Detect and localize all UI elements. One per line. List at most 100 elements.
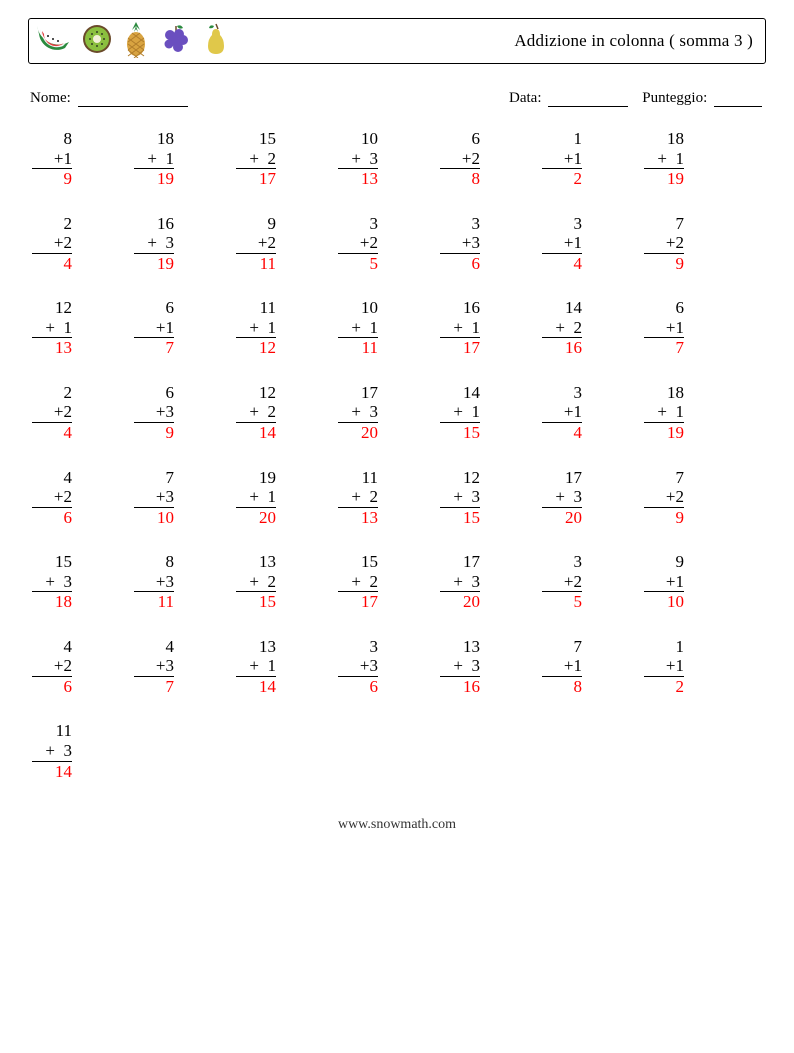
problem-addend: + 1 — [440, 402, 480, 423]
problem-addend: +3 — [134, 402, 174, 423]
problem-top: 9 — [236, 214, 276, 234]
problem-top: 4 — [32, 637, 72, 657]
problem-top: 17 — [440, 552, 480, 572]
problem-top: 3 — [542, 214, 582, 234]
problem-answer: 6 — [440, 254, 480, 274]
problem-answer: 20 — [542, 508, 582, 528]
problem-row: 4+267+31019+ 12011+ 21312+ 31517+ 3207+2… — [32, 468, 762, 528]
addition-problem: 6+17 — [134, 298, 174, 358]
problem-top: 13 — [236, 552, 276, 572]
problem-addend: +2 — [542, 572, 582, 593]
problem-answer: 10 — [134, 508, 174, 528]
score-field: Punteggio: — [642, 90, 762, 107]
problem-answer: 9 — [134, 423, 174, 443]
addition-problem: 11+ 314 — [32, 721, 72, 781]
problem-addend: + 2 — [338, 572, 378, 593]
problem-addend: +1 — [644, 318, 684, 339]
problem-top: 18 — [644, 383, 684, 403]
addition-problem: 11+ 112 — [236, 298, 276, 358]
addition-problem: 6+39 — [134, 383, 174, 443]
problem-addend: +2 — [32, 656, 72, 677]
problem-answer: 7 — [134, 677, 174, 697]
date-field: Data: — [509, 90, 628, 107]
problem-top: 14 — [440, 383, 480, 403]
problem-addend: + 1 — [440, 318, 480, 339]
addition-problem: 2+24 — [32, 383, 72, 443]
problem-top: 3 — [338, 214, 378, 234]
problem-answer: 19 — [644, 169, 684, 189]
problem-answer: 17 — [236, 169, 276, 189]
problem-answer: 17 — [440, 338, 480, 358]
addition-problem: 19+ 120 — [236, 468, 276, 528]
addition-problem: 13+ 114 — [236, 637, 276, 697]
problem-answer: 18 — [32, 592, 72, 612]
problem-addend: +1 — [32, 149, 72, 170]
addition-problem: 1+12 — [644, 637, 684, 697]
problem-top: 10 — [338, 298, 378, 318]
problem-top: 17 — [338, 383, 378, 403]
problem-top: 2 — [32, 214, 72, 234]
problem-addend: + 1 — [236, 656, 276, 677]
problem-addend: + 3 — [542, 487, 582, 508]
problem-addend: +2 — [338, 233, 378, 254]
addition-problem: 8+19 — [32, 129, 72, 189]
problem-answer: 9 — [644, 254, 684, 274]
addition-problem: 6+17 — [644, 298, 684, 358]
name-blank[interactable] — [78, 93, 188, 107]
problem-answer: 4 — [542, 254, 582, 274]
problem-answer: 19 — [644, 423, 684, 443]
problem-top: 18 — [134, 129, 174, 149]
problem-answer: 15 — [236, 592, 276, 612]
addition-problem: 12+ 113 — [32, 298, 72, 358]
name-field: Nome: — [30, 90, 188, 107]
problem-answer: 6 — [32, 508, 72, 528]
addition-problem: 3+14 — [542, 383, 582, 443]
problem-top: 15 — [32, 552, 72, 572]
date-blank[interactable] — [548, 93, 628, 107]
addition-problem: 13+ 215 — [236, 552, 276, 612]
problem-answer: 16 — [542, 338, 582, 358]
problem-answer: 12 — [236, 338, 276, 358]
problem-answer: 19 — [134, 254, 174, 274]
problem-top: 4 — [134, 637, 174, 657]
problem-top: 1 — [542, 129, 582, 149]
score-label: Punteggio: — [642, 90, 707, 106]
addition-problem: 3+25 — [542, 552, 582, 612]
footer-url: www.snowmath.com — [28, 817, 766, 833]
addition-problem: 14+ 216 — [542, 298, 582, 358]
addition-problem: 12+ 214 — [236, 383, 276, 443]
problem-top: 6 — [134, 298, 174, 318]
problem-top: 9 — [644, 552, 684, 572]
problem-top: 13 — [236, 637, 276, 657]
problem-top: 15 — [236, 129, 276, 149]
problem-addend: + 3 — [338, 149, 378, 170]
addition-problem: 3+25 — [338, 214, 378, 274]
score-blank[interactable] — [714, 93, 762, 107]
problem-addend: + 2 — [236, 402, 276, 423]
problem-top: 3 — [338, 637, 378, 657]
addition-problem: 15+ 318 — [32, 552, 72, 612]
watermelon-icon — [35, 22, 71, 61]
problem-addend: +2 — [32, 402, 72, 423]
problem-addend: +1 — [542, 233, 582, 254]
info-row: Nome: Data: Punteggio: — [28, 90, 766, 107]
addition-problem: 18+ 119 — [134, 129, 174, 189]
problem-answer: 20 — [338, 423, 378, 443]
problem-answer: 14 — [236, 423, 276, 443]
addition-problem: 10+ 313 — [338, 129, 378, 189]
problem-row: 12+ 1136+1711+ 11210+ 11116+ 11714+ 2166… — [32, 298, 762, 358]
problem-top: 4 — [32, 468, 72, 488]
problem-top: 1 — [644, 637, 684, 657]
problem-addend: + 1 — [134, 149, 174, 170]
problem-top: 7 — [644, 214, 684, 234]
problem-addend: +1 — [134, 318, 174, 339]
problem-row: 2+246+3912+ 21417+ 32014+ 1153+1418+ 119 — [32, 383, 762, 443]
problem-top: 6 — [134, 383, 174, 403]
problem-answer: 7 — [644, 338, 684, 358]
addition-problem: 2+24 — [32, 214, 72, 274]
grapes-icon — [159, 22, 193, 61]
pear-icon — [203, 21, 229, 62]
problem-answer: 11 — [134, 592, 174, 612]
problem-addend: +1 — [644, 572, 684, 593]
problem-addend: + 3 — [32, 572, 72, 593]
